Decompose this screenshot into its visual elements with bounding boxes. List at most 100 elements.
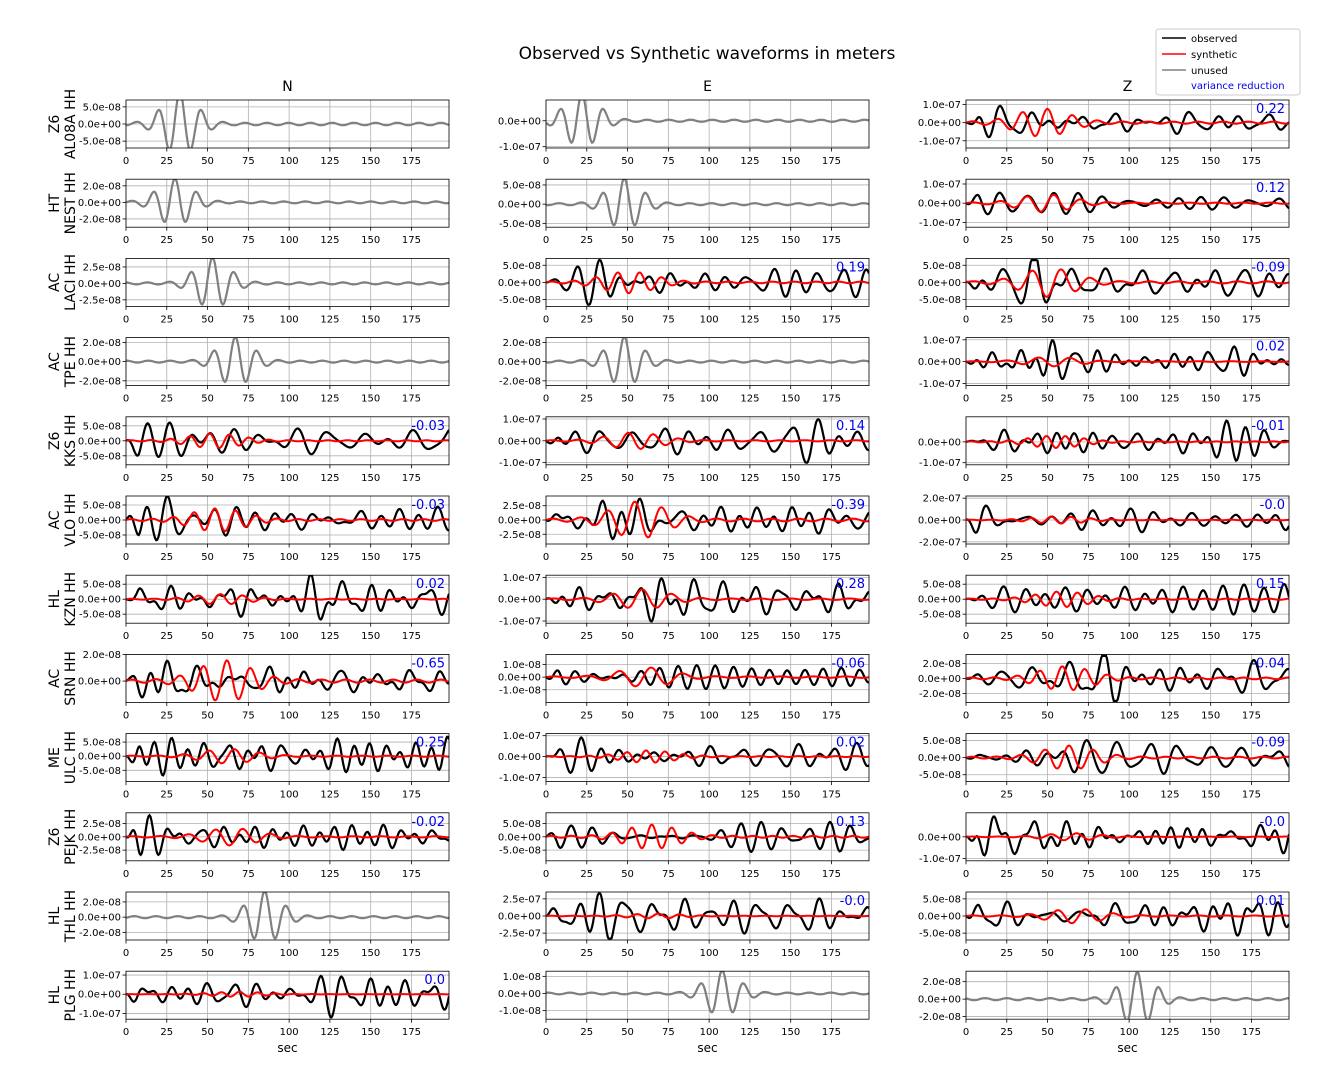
column-title-e: E [703,79,712,95]
y-tick-label: -1.0e-07 [919,136,961,147]
x-tick-label: 150 [1201,710,1220,721]
y-tick-label: 5.0e-08 [83,738,121,749]
x-tick-label: 100 [1120,235,1139,246]
station-label-line: HL [47,907,63,926]
station-row: HLKZN HH 0 25 50 75 100 125 150 175 5.0e-08 0.0e+0… [47,572,1290,642]
station-label-line: AC [47,352,63,371]
variance-reduction-label: 0.12 [1256,181,1285,196]
y-tick-label: -2.0e-08 [79,214,121,225]
x-tick-label: 175 [1242,235,1261,246]
station-label-line: AC [47,273,63,292]
y-tick-label: 0.0e+00 [498,116,541,127]
y-tick-label: 0.0e+00 [498,516,541,527]
x-tick-label: 75 [1082,314,1095,325]
variance-reduction-label: -0.39 [831,498,865,513]
x-tick-label: 125 [740,710,759,721]
station-row: Z6PEJK HH 0 25 50 75 100 125 150 175 2.5e-08 0.0e+… [47,809,1290,880]
x-tick-label: 150 [1201,314,1220,325]
station-label-line: Z6 [47,827,63,846]
x-tick-label: 175 [402,790,421,801]
station-label: HTNEST HH [47,172,79,234]
y-tick-label: 0.0e+00 [498,595,541,606]
x-tick-label: 150 [361,235,380,246]
observed-trace [966,419,1289,463]
x-tick-label: 0 [543,314,549,325]
x-tick-label: 150 [361,552,380,563]
x-tick-label: 125 [740,314,759,325]
x-tick-label: 0 [123,869,129,880]
x-tick-label: 50 [201,394,214,405]
x-tick-label: 175 [822,552,841,563]
station-label: Z6KKS HH [47,414,79,467]
x-tick-label: 125 [1160,631,1179,642]
x-tick-label: 75 [242,394,255,405]
x-tick-label: 25 [160,235,173,246]
x-tick-label: 100 [280,869,299,880]
x-tick-label: 25 [160,710,173,721]
x-tick-label: 175 [822,235,841,246]
x-tick-label: 25 [160,1027,173,1038]
x-tick-label: 100 [700,948,719,959]
waveform-panel: 0 25 50 75 100 125 150 175 5.0e-08 0.0e+00 -5.0e-0… [498,178,870,246]
waveform-panel: 0 25 50 75 100 125 150 175 1.0e-07 0.0e+00 -1.0e-0… [918,178,1290,246]
panel-frame [125,99,450,149]
x-tick-label: 125 [740,631,759,642]
x-tick-label: 50 [201,156,214,167]
y-tick-label: 2.0e-08 [503,338,541,349]
y-tick-label: 5.0e-08 [83,421,121,432]
station-label-line: AL08A HH [63,89,79,159]
y-tick-label: 0.0e+00 [918,753,961,764]
x-tick-label: 25 [1000,473,1013,484]
x-tick-label: 125 [320,473,339,484]
x-tick-label: 175 [1242,314,1261,325]
x-tick-label: 150 [781,1027,800,1038]
x-tick-label: 50 [1041,314,1054,325]
y-tick-label: -1.0e-07 [919,458,961,469]
panel-frame [125,733,450,782]
synthetic-trace [546,666,869,688]
x-tick-label: 75 [1082,948,1095,959]
x-tick-label: 100 [700,552,719,563]
synthetic-trace [966,107,1289,138]
station-label-line: NEST HH [63,172,79,234]
x-tick-label: 0 [963,235,969,246]
x-tick-label: 0 [963,790,969,801]
x-tick-label: 175 [822,156,841,167]
column-title-z: Z [1123,79,1133,95]
x-tick-label: 0 [963,710,969,721]
y-tick-label: -5.0e-08 [499,295,541,306]
x-tick-label: 0 [543,631,549,642]
x-tick-label: 50 [201,314,214,325]
unused-trace [126,337,449,384]
x-tick-label: 25 [160,790,173,801]
x-tick-label: 150 [781,869,800,880]
x-tick-label: 125 [320,552,339,563]
station-label: HLTHL HH [47,890,79,943]
observed-trace [546,417,869,464]
synthetic-trace [966,590,1289,608]
x-tick-label: 125 [320,394,339,405]
y-tick-label: -2.5e-08 [79,295,121,306]
x-tick-label: 25 [160,394,173,405]
panel-frame [545,337,870,387]
x-tick-label: 50 [201,552,214,563]
x-tick-label: 125 [740,869,759,880]
panel-frame [965,416,1290,466]
y-tick-label: 0.0e+00 [918,118,961,129]
y-tick-label: -1.0e-07 [919,379,961,390]
variance-reduction-label: 0.02 [416,577,445,592]
x-tick-label: 50 [1041,235,1054,246]
x-tick-label: 150 [361,631,380,642]
x-tick-label: 75 [1082,631,1095,642]
x-tick-label: 0 [543,473,549,484]
x-tick-label: 100 [1120,314,1139,325]
unused-trace [126,892,449,940]
variance-reduction-label: -0.09 [1251,260,1285,275]
x-tick-label: 175 [822,473,841,484]
station-label-line: KZN HH [63,572,79,627]
x-tick-label: 50 [621,948,634,959]
x-tick-label: 75 [242,235,255,246]
x-tick-label: 0 [123,790,129,801]
x-tick-label: 100 [280,473,299,484]
x-tick-label: 75 [662,473,675,484]
